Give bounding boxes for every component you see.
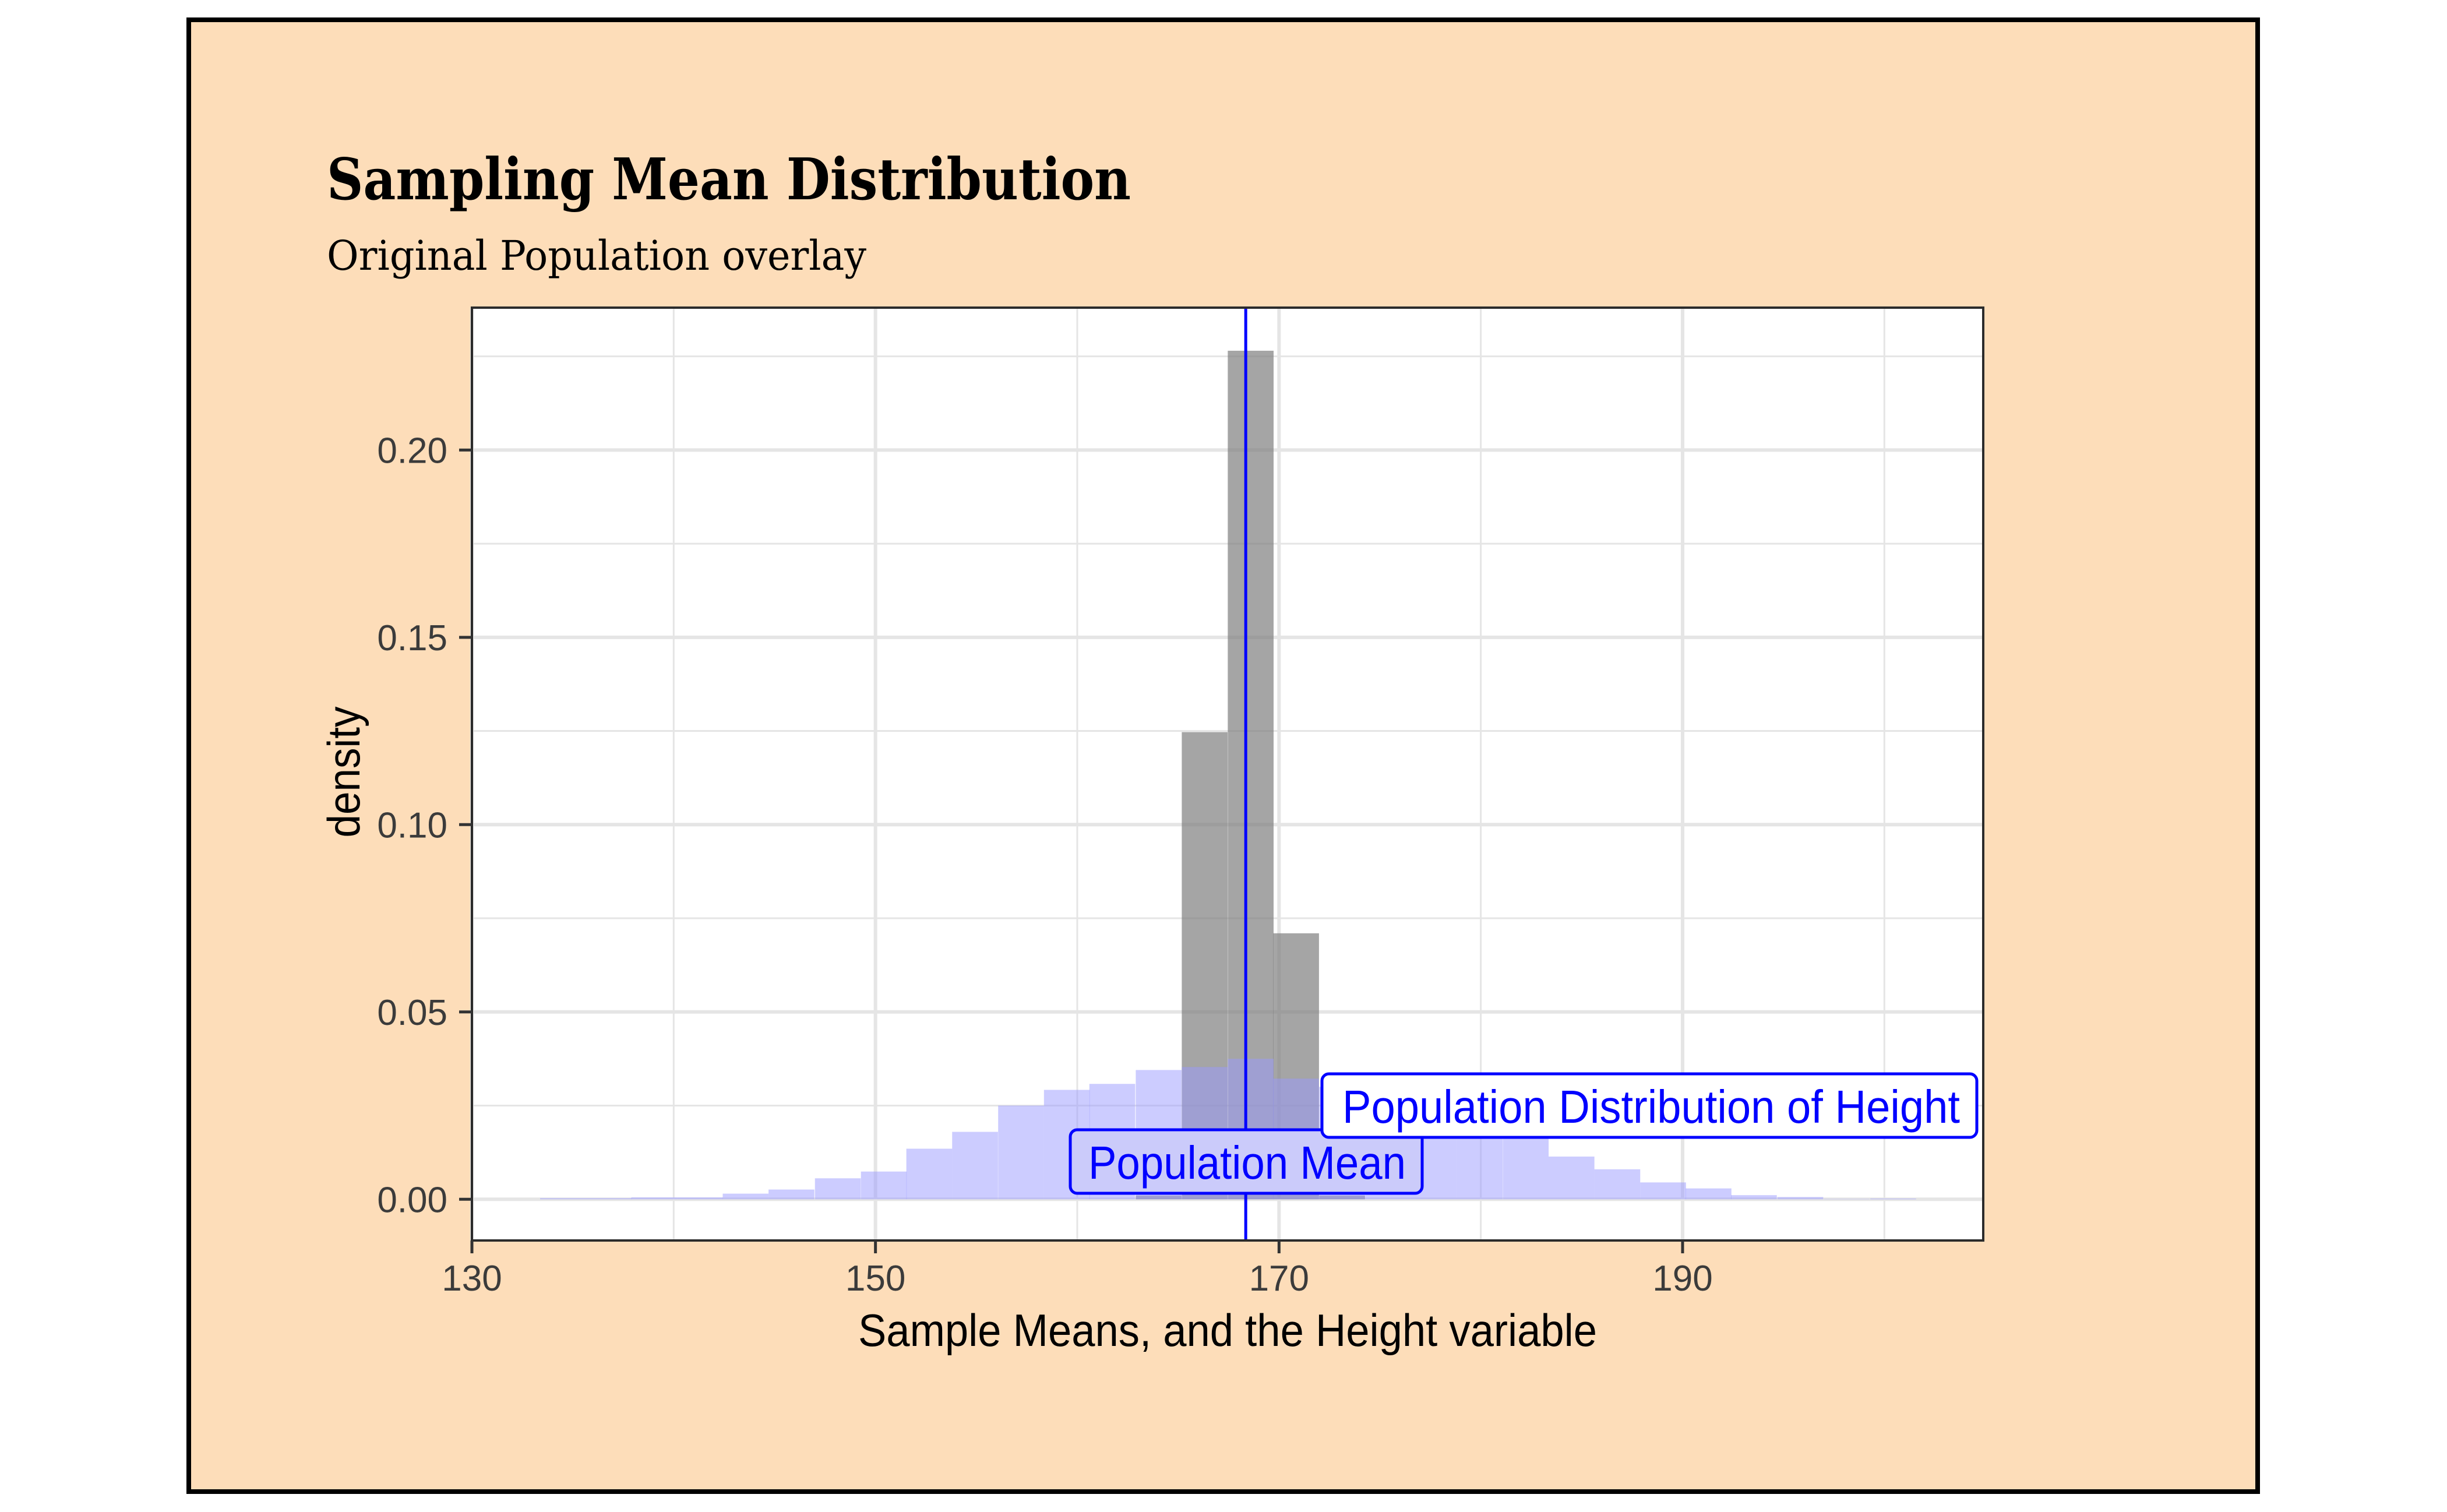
- population-bar: [540, 1198, 586, 1200]
- x-axis: 130 150 170 190: [442, 1240, 1713, 1299]
- sample-mean-bar: [1228, 350, 1274, 1200]
- x-tick-label: 150: [845, 1259, 905, 1299]
- y-tick-label: 0.20: [377, 431, 447, 471]
- population-bar: [677, 1197, 723, 1200]
- chart-subtitle: Original Population overlay: [327, 232, 866, 280]
- population-bar: [1503, 1132, 1549, 1200]
- population-bar: [631, 1197, 678, 1200]
- population-bar: [861, 1171, 907, 1200]
- plot-panel-border: [471, 306, 1984, 1242]
- x-axis-title: Sample Means, and the Height variable: [858, 1305, 1597, 1356]
- y-tick-label: 0.00: [377, 1180, 447, 1220]
- population-bar: [1686, 1188, 1732, 1200]
- population-bar: [952, 1132, 998, 1200]
- population-bar: [1594, 1169, 1641, 1200]
- population-bar: [1731, 1195, 1777, 1200]
- population-bar: [1777, 1197, 1824, 1200]
- population-bar: [1549, 1156, 1595, 1200]
- population-bar: [998, 1105, 1044, 1200]
- label-population-mean-box: [1069, 1128, 1424, 1195]
- population-bar: [768, 1189, 815, 1200]
- y-tick-label: 0.10: [377, 805, 447, 845]
- population-bar: [1640, 1182, 1686, 1200]
- population-bar: [1824, 1199, 1870, 1200]
- population-bar: [815, 1178, 861, 1200]
- label-population-distribution: Population Distribution of Height: [1320, 1072, 1979, 1139]
- population-bar: [906, 1148, 953, 1200]
- label-population-mean: Population Mean: [1069, 1128, 1424, 1195]
- population-bar: [586, 1198, 632, 1200]
- chart-title: Sampling Mean Distribution: [327, 146, 1131, 213]
- y-axis: 0.00 0.05 0.10 0.15 0.20: [377, 431, 472, 1220]
- population-bar: [722, 1193, 769, 1200]
- x-tick-label: 170: [1249, 1259, 1309, 1299]
- x-tick-label: 190: [1652, 1259, 1712, 1299]
- y-tick-label: 0.15: [377, 618, 447, 658]
- y-tick-label: 0.05: [377, 993, 447, 1033]
- label-population-mean-text: Population Mean: [1088, 1137, 1406, 1189]
- x-tick-label: 130: [442, 1259, 502, 1299]
- label-population-distribution-box: [1320, 1072, 1979, 1139]
- y-axis-title: density: [318, 707, 369, 838]
- label-population-distribution-text: Population Distribution of Height: [1342, 1081, 1960, 1133]
